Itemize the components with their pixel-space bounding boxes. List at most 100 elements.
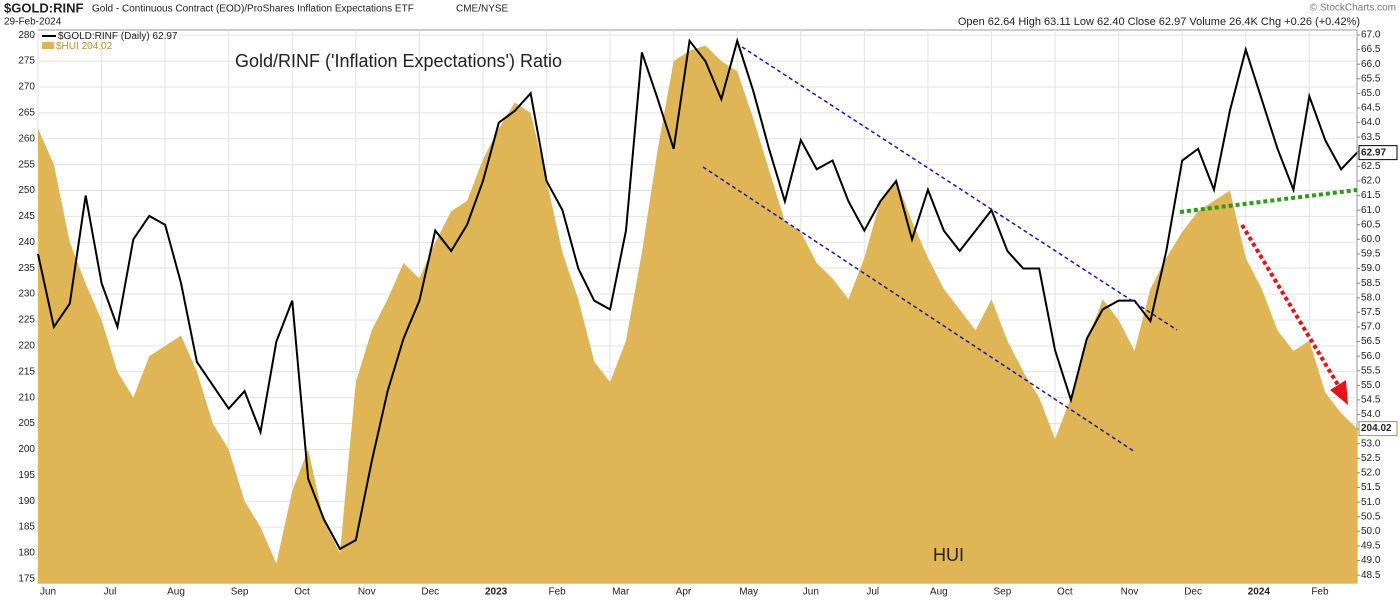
y2-tick-label: 59.0 xyxy=(1361,263,1381,274)
y2-tick-label: 59.5 xyxy=(1361,249,1381,260)
y-tick-label: 210 xyxy=(18,392,35,403)
x-tick-label: Aug xyxy=(167,587,185,598)
y-tick-label: 225 xyxy=(18,315,35,326)
y2-tick-label: 55.0 xyxy=(1361,380,1381,391)
y-tick-label: 230 xyxy=(18,289,35,300)
x-tick-label: Jun xyxy=(40,587,56,598)
y2-tick-label: 49.0 xyxy=(1361,555,1381,566)
y2-tick-label: 51.0 xyxy=(1361,497,1381,508)
x-tick-label: Feb xyxy=(1311,587,1329,598)
support-line xyxy=(1179,188,1358,214)
y2-tick-label: 49.5 xyxy=(1361,541,1381,552)
y2-tick-label: 48.5 xyxy=(1361,570,1381,581)
description: Gold - Continuous Contract (EOD)/ProShar… xyxy=(92,4,414,15)
y-tick-label: 200 xyxy=(18,444,35,455)
last-value-badge xyxy=(1358,145,1398,161)
y2-tick-label: 54.5 xyxy=(1361,395,1381,406)
y2-tick-label: 57.5 xyxy=(1361,307,1381,318)
arrow-line xyxy=(1240,223,1340,387)
y2-tick-label: 56.5 xyxy=(1361,336,1381,347)
y2-tick-label: 51.5 xyxy=(1361,482,1381,493)
legend-label: $GOLD:RINF (Daily) 62.97 xyxy=(58,31,178,42)
x-tick-label: 2024 xyxy=(1248,587,1271,598)
y-tick-label: 270 xyxy=(18,82,35,93)
x-tick-label: Feb xyxy=(549,587,567,598)
y-tick-label: 240 xyxy=(18,237,35,248)
legend-label: $HUI 204.02 xyxy=(56,41,113,52)
x-tick-label: May xyxy=(739,587,758,598)
y2-tick-label: 61.5 xyxy=(1361,190,1381,201)
y2-tick-label: 66.0 xyxy=(1361,59,1381,70)
y2-tick-label: 53.0 xyxy=(1361,438,1381,449)
arrow-head xyxy=(1330,380,1348,405)
y2-tick-label: 67.0 xyxy=(1361,30,1381,41)
y2-tick-label: 54.0 xyxy=(1361,409,1381,420)
y2-tick-label: 58.5 xyxy=(1361,278,1381,289)
y2-tick-label: 57.0 xyxy=(1361,322,1381,333)
legend-name: $HUI xyxy=(56,41,79,52)
x-tick-label: Nov xyxy=(1121,587,1139,598)
y-tick-label: 275 xyxy=(18,56,35,67)
y2-tick-label: 56.0 xyxy=(1361,351,1381,362)
y2-tick-label: 63.5 xyxy=(1361,132,1381,143)
y-tick-label: 280 xyxy=(18,30,35,41)
y2-tick-label: 60.0 xyxy=(1361,234,1381,245)
y-tick-label: 195 xyxy=(18,470,35,481)
x-tick-label: Nov xyxy=(358,587,376,598)
y-tick-label: 215 xyxy=(18,366,35,377)
y2-tick-label: 58.0 xyxy=(1361,292,1381,303)
x-tick-label: Sep xyxy=(231,587,249,598)
y-tick-label: 245 xyxy=(18,211,35,222)
annotation: HUI xyxy=(933,545,964,565)
exchange: CME/NYSE xyxy=(456,4,509,15)
last-value: 62.97 xyxy=(1361,147,1386,158)
legend-swatch xyxy=(42,42,54,49)
last-value: 204.02 xyxy=(1361,423,1392,434)
x-tick-label: 2023 xyxy=(485,587,508,598)
trend-line xyxy=(702,166,1136,453)
x-tick-label: Aug xyxy=(930,587,948,598)
x-tick-label: Jun xyxy=(803,587,819,598)
y-tick-label: 180 xyxy=(18,548,35,559)
y-tick-label: 175 xyxy=(18,573,35,584)
y2-tick-label: 52.5 xyxy=(1361,453,1381,464)
y2-tick-label: 65.0 xyxy=(1361,88,1381,99)
last-value-badge xyxy=(1358,421,1398,437)
x-tick-label: Oct xyxy=(1057,587,1073,598)
y-tick-label: 250 xyxy=(18,185,35,196)
legend-value: 62.97 xyxy=(152,31,177,42)
y2-tick-label: 66.5 xyxy=(1361,44,1381,55)
symbol: $GOLD:RINF xyxy=(4,0,84,15)
labels: 175 180 185 190 195 200 205 210 215 220 225 230 235 2… xyxy=(18,30,1398,598)
y-tick-label: 220 xyxy=(18,340,35,351)
x-tick-label: Oct xyxy=(294,587,310,598)
x-tick-label: Jul xyxy=(866,587,879,598)
date: 29-Feb-2024 xyxy=(4,17,62,28)
y-tick-label: 205 xyxy=(18,418,35,429)
x-tick-label: Dec xyxy=(1184,587,1202,598)
stats: Open 62.64 High 63.11 Low 62.40 Close 62… xyxy=(958,16,1360,28)
y-tick-label: 255 xyxy=(18,159,35,170)
y2-tick-label: 50.5 xyxy=(1361,511,1381,522)
y-tick-label: 260 xyxy=(18,133,35,144)
y-tick-label: 190 xyxy=(18,496,35,507)
y2-tick-label: 55.5 xyxy=(1361,365,1381,376)
area xyxy=(38,45,1357,584)
y2-tick-label: 52.0 xyxy=(1361,468,1381,479)
y2-tick-label: 61.0 xyxy=(1361,205,1381,216)
x-tick-label: Mar xyxy=(612,587,630,598)
legend-value: 204.02 xyxy=(82,41,113,52)
y2-tick-label: 65.5 xyxy=(1361,73,1381,84)
credit: © StockCharts.com xyxy=(1310,3,1396,14)
y2-tick-label: 62.5 xyxy=(1361,161,1381,172)
y2-tick-label: 60.5 xyxy=(1361,219,1381,230)
annotation: Gold/RINF ('Inflation Expectations') Rat… xyxy=(235,51,562,71)
x-tick-label: Dec xyxy=(421,587,439,598)
x-tick-label: Jul xyxy=(104,587,117,598)
x-tick-label: Sep xyxy=(993,587,1011,598)
y2-tick-label: 64.5 xyxy=(1361,103,1381,114)
y-tick-label: 265 xyxy=(18,107,35,118)
legend-name: $GOLD:RINF (Daily) xyxy=(58,31,150,42)
y2-tick-label: 62.0 xyxy=(1361,176,1381,187)
